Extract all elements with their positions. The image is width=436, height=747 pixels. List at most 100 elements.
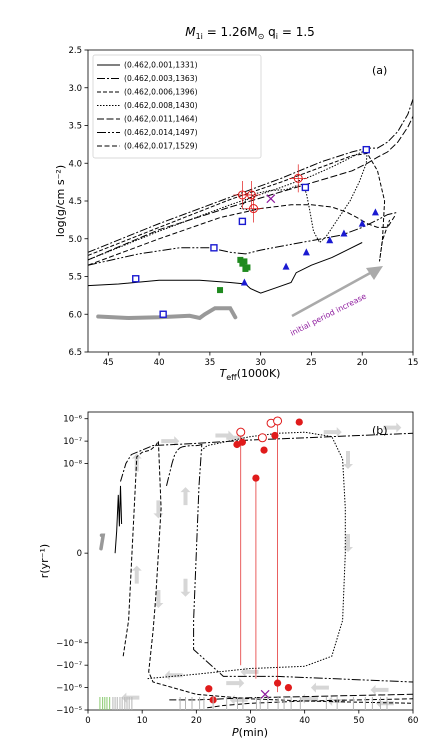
legend-label: (0.462,0.011,1464)	[124, 115, 198, 124]
legend: (0.462,0.001,1331) (0.462,0.003,1363) (0.4…	[92, 54, 262, 159]
blue-square	[301, 183, 310, 192]
series-line-2	[122, 439, 413, 704]
red-filled-circle	[205, 685, 213, 693]
xlabel-p: P	[232, 726, 239, 739]
flow-arrow	[153, 589, 164, 608]
blue-square	[362, 145, 370, 154]
x-tick-label: 40	[299, 716, 310, 726]
series-line-6	[207, 698, 413, 709]
x-tick-label: 40	[154, 358, 165, 368]
panel-b-label: (b)	[372, 424, 388, 437]
x-tick-label: 20	[191, 716, 202, 726]
panel-b-ticks: 0 10 20 30 40 50 60 10⁻⁶ 10⁻⁷ 10⁻⁸ 0 −10⁻⁸ −10⁻⁷ −10⁻…	[56, 415, 418, 726]
y-tick-label: 2.5	[68, 46, 82, 56]
series-line-6	[88, 204, 396, 266]
series-line-0	[114, 485, 123, 554]
legend-label: (0.462,0.008,1430)	[124, 101, 198, 110]
flow-arrow	[300, 693, 319, 704]
xlabel-eff: eff	[226, 373, 237, 382]
y-tick-label: 5.5	[68, 273, 82, 283]
legend-label: (0.462,0.001,1331)	[124, 61, 198, 70]
panel-b: 0 10 20 30 40 50 60 10⁻⁶ 10⁻⁷ 10⁻⁸ 0 −10⁻⁸ −10⁻⁷ −10⁻…	[38, 411, 418, 739]
green-square	[241, 258, 248, 265]
red-open-circle	[273, 416, 283, 426]
x-tick-label: 35	[204, 358, 215, 368]
y-tick-label: 10⁻⁸	[63, 460, 82, 470]
flow-arrow	[310, 682, 329, 693]
flow-arrow	[153, 500, 164, 519]
blue-triangle	[371, 208, 379, 216]
x-tick-label: 25	[306, 358, 317, 368]
y-tick-label: −10⁻⁸	[56, 639, 82, 649]
panel-b-flow-arrows	[121, 422, 402, 709]
panel-a-ticks: 45 40 35 30 25 20 15 2.5 3.0 3.5 4.0 4.5 5.0 5.5 6.0 6.…	[68, 46, 418, 368]
legend-rows: (0.462,0.001,1331) (0.462,0.003,1363) (0.4…	[97, 61, 198, 151]
panel-a-markers	[132, 145, 379, 318]
y-tick-label: 6.5	[68, 348, 82, 358]
series-line-5	[166, 443, 413, 683]
flow-arrow	[121, 692, 140, 703]
blue-square	[210, 244, 218, 252]
red-filled-circle	[238, 438, 246, 446]
gray-track	[96, 306, 238, 321]
green-square	[217, 287, 224, 294]
series-line-3	[147, 431, 346, 680]
panel-a: 45 40 35 30 25 20 15 2.5 3.0 3.5 4.0 4.5 5.0 5.5 6.0 6.…	[54, 46, 418, 382]
flow-arrow	[343, 451, 353, 470]
series-line-0	[88, 242, 363, 294]
xlabel-min: (min)	[239, 726, 268, 739]
flow-arrow	[343, 533, 353, 552]
xlabel-unit: (1000K)	[237, 367, 281, 380]
panel-a-series	[88, 98, 413, 321]
flow-arrow	[226, 678, 245, 689]
flow-arrow	[180, 487, 191, 506]
xlabel-t: T	[220, 367, 228, 380]
title-q-value: = 1.5	[278, 25, 315, 39]
red-filled-circle	[284, 683, 293, 692]
y-tick-label: 4.0	[68, 159, 82, 169]
blue-square	[238, 217, 247, 226]
y-tick-label: 0	[77, 549, 82, 559]
period-increase-arrow	[291, 266, 383, 318]
panel-b-xlabel: P(min)	[232, 726, 268, 739]
flow-arrow	[180, 578, 191, 597]
y-tick-label: 10⁻⁶	[63, 415, 82, 425]
legend-box	[92, 54, 262, 159]
red-open-circle	[236, 427, 246, 437]
red-filled-circle	[233, 440, 241, 449]
x-tick-label: 30	[255, 358, 266, 368]
legend-label: (0.462,0.017,1529)	[124, 142, 198, 151]
y-tick-label: 6.0	[68, 310, 82, 320]
panel-b-series	[99, 431, 413, 709]
red-open-circle	[293, 173, 303, 183]
blue-square	[159, 310, 167, 318]
flow-arrow	[383, 422, 402, 433]
series-line-1	[120, 432, 413, 482]
blue-square	[132, 275, 140, 283]
x-tick-label: 15	[408, 358, 419, 368]
red-filled-circle	[295, 418, 303, 426]
title-sun-symbol: ⊙	[258, 32, 265, 41]
panel-b-markers	[205, 416, 303, 704]
panel-a-label: (a)	[372, 64, 387, 77]
x-tick-label: 50	[353, 716, 364, 726]
flow-arrow	[323, 427, 342, 438]
red-filled-circle	[273, 679, 282, 687]
panel-a-xlabel: Teff(1000K)	[220, 367, 281, 382]
x-tick-label: 30	[245, 716, 256, 726]
panel-b-rug	[99, 697, 388, 710]
green-square	[244, 264, 251, 271]
title-q-sub: i	[276, 32, 278, 41]
x-tick-label: 45	[103, 358, 114, 368]
y-tick-label: 4.5	[68, 197, 82, 207]
series-line-2	[88, 152, 391, 262]
legend-label: (0.462,0.003,1363)	[124, 74, 198, 83]
blue-triangle	[340, 229, 348, 237]
series-line-5	[88, 211, 398, 266]
gray-track	[99, 533, 106, 551]
flow-arrow	[161, 436, 180, 447]
red-open-circle	[247, 190, 257, 200]
red-filled-circle	[260, 446, 268, 454]
series-line-1	[88, 98, 413, 253]
